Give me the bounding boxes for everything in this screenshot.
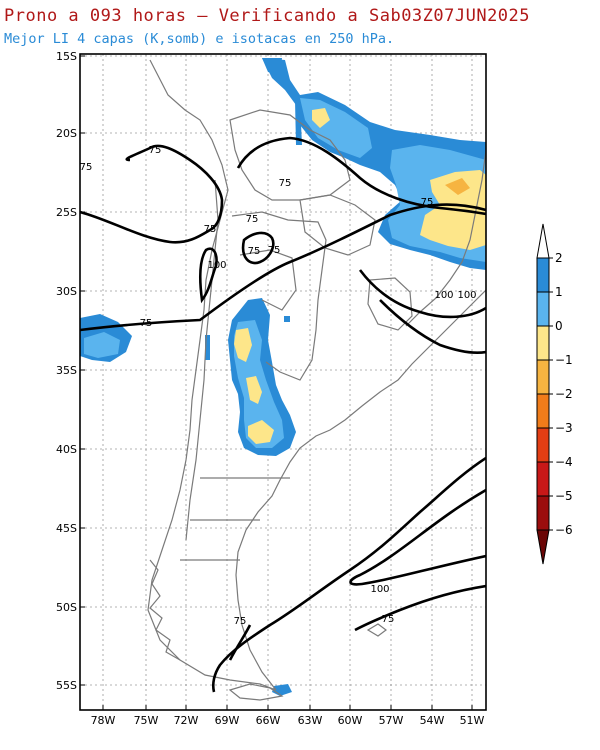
isotach-75-south (349, 488, 486, 586)
lat-tick-label: 35S (56, 364, 77, 377)
colorbar-top-arrow (536, 223, 550, 259)
contour-label: 75 (248, 246, 261, 257)
map-subtitle: Mejor LI 4 capas (K,somb) e isotacas en … (4, 31, 395, 47)
colorbar-label: −3 (555, 421, 573, 435)
li-region-northeast-yellow (312, 108, 486, 250)
contour-label: 100 (434, 290, 453, 301)
contour-label: 75 (382, 614, 395, 625)
lon-tick-label: 51W (460, 714, 485, 727)
continent-outline (147, 59, 277, 691)
colorbar-label: −1 (555, 353, 573, 367)
isotach-75-central (80, 203, 486, 332)
lat-tick-label: 25S (56, 206, 77, 219)
colorbar-label: −4 (555, 455, 573, 469)
map-frame (79, 53, 487, 711)
contour-label: 75 (234, 616, 247, 627)
colorbar-segment (536, 393, 550, 429)
lon-tick-label: 72W (174, 714, 199, 727)
map-grid (80, 54, 486, 710)
axis-labels: 15S 20S 25S 30S 35S 40S 45S 50S 55S 78W 75W 72W 69W 6… (56, 50, 485, 727)
contour-label: 100 (457, 290, 476, 301)
colorbar-segment (536, 291, 550, 327)
tierra-del-fuego (228, 683, 284, 701)
border-paraguay (299, 194, 376, 256)
contour-label: 75 (80, 162, 93, 173)
lat-tick-label: 45S (56, 522, 77, 535)
colorbar-segment (536, 257, 550, 293)
colorbar-label: −5 (555, 489, 573, 503)
contour-label: 100 (207, 260, 226, 271)
colorbar-segment (536, 359, 550, 395)
border-bolivia (229, 109, 351, 201)
lon-tick-label: 54W (420, 714, 445, 727)
li-region-patches (262, 58, 302, 145)
isotach-100-south (211, 456, 486, 693)
contour-label: 75 (279, 178, 292, 189)
isotach-contours (80, 136, 486, 693)
isotach-100-east (358, 269, 486, 319)
provinces (180, 211, 327, 561)
lon-tick-label: 57W (379, 714, 404, 727)
contour-label: 75 (421, 197, 434, 208)
contour-labels: 75 75 75 75 75 75 75 75 75 100 100 100 100 75 75 (80, 145, 477, 627)
li-region-northeast-orange (445, 178, 470, 195)
lon-tick-label: 66W (256, 714, 281, 727)
colorbar: 2 1 0 −1 −2 −3 −4 −5 −6 (536, 223, 573, 565)
atlantic-coast (235, 289, 486, 691)
lat-tick-label: 20S (56, 127, 77, 140)
contour-label: 75 (268, 245, 281, 256)
isotach-75-north (80, 144, 224, 244)
colorbar-segment (536, 427, 550, 463)
isotach-75-ne (236, 136, 486, 216)
lon-tick-label: 63W (298, 714, 323, 727)
colorbar-label: −2 (555, 387, 573, 401)
coastline-borders (147, 59, 486, 701)
colorbar-segment (536, 495, 550, 531)
isotach-75-bolivia (241, 231, 275, 265)
colorbar-label: 2 (555, 251, 563, 265)
colorbar-label: 1 (555, 285, 563, 299)
li-region-chile-coast-light (84, 332, 120, 358)
contour-label: 75 (140, 318, 153, 329)
contour-label: 75 (149, 145, 162, 156)
lon-tick-label: 60W (338, 714, 363, 727)
isotach-75-south-2 (354, 584, 486, 632)
malvinas (366, 623, 387, 637)
lon-tick-label: 75W (134, 714, 159, 727)
lat-tick-label: 55S (56, 679, 77, 692)
colorbar-segment (536, 325, 550, 361)
colorbar-label: 0 (555, 319, 563, 333)
lon-tick-label: 78W (91, 714, 116, 727)
isotach-75-south-3 (228, 624, 252, 661)
li-region-central-yellow (234, 328, 274, 444)
contour-label: 75 (204, 224, 217, 235)
brazil-coast (405, 149, 486, 327)
border-argentina-chile (185, 179, 219, 541)
isotach-east-low (379, 299, 486, 355)
isotach-100-north (198, 247, 218, 304)
li-shading (80, 58, 486, 696)
colorbar-segment (536, 461, 550, 497)
contour-label: 100 (370, 584, 389, 595)
map-title: Prono a 093 horas — Verificando a Sab03Z… (4, 6, 531, 26)
colorbar-bottom-arrow (536, 529, 550, 565)
lon-tick-label: 69W (215, 714, 240, 727)
lat-tick-label: 30S (56, 285, 77, 298)
lat-tick-label: 40S (56, 443, 77, 456)
lat-tick-label: 15S (56, 50, 77, 63)
chile-fjords (149, 559, 181, 661)
colorbar-label: −6 (555, 523, 573, 537)
contour-label: 75 (246, 214, 259, 225)
lat-tick-label: 50S (56, 601, 77, 614)
